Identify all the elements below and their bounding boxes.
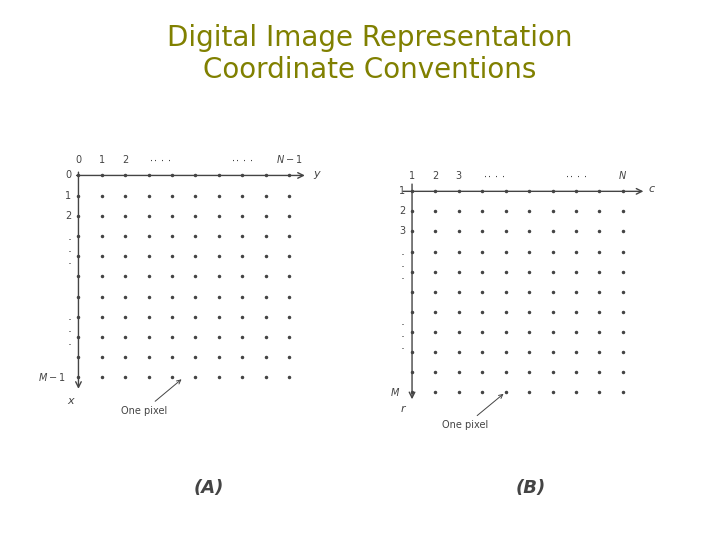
Text: .: . <box>68 310 71 323</box>
Text: 1: 1 <box>409 171 415 181</box>
Text: $\cdot\cdot\cdot\cdot$: $\cdot\cdot\cdot\cdot$ <box>149 156 171 165</box>
Text: 1: 1 <box>66 191 71 201</box>
Text: $\cdot\cdot\cdot\cdot$: $\cdot\cdot\cdot\cdot$ <box>230 156 253 165</box>
Text: 2: 2 <box>432 171 438 181</box>
Text: 2: 2 <box>66 211 71 221</box>
Text: .: . <box>401 269 405 282</box>
Text: .: . <box>68 230 71 242</box>
Text: x: x <box>67 396 73 406</box>
Text: 0: 0 <box>66 171 71 180</box>
Text: .: . <box>68 254 71 267</box>
Text: .: . <box>68 322 71 335</box>
Text: One pixel: One pixel <box>120 380 181 416</box>
Text: $N$: $N$ <box>618 170 627 181</box>
Text: $\cdot\cdot\cdot\cdot$: $\cdot\cdot\cdot\cdot$ <box>564 171 588 181</box>
Text: .: . <box>68 335 71 348</box>
Text: 1: 1 <box>99 156 105 165</box>
Text: 0: 0 <box>76 156 81 165</box>
Text: (B): (B) <box>516 478 546 497</box>
Text: $\cdot\cdot\cdot\cdot$: $\cdot\cdot\cdot\cdot$ <box>482 171 505 181</box>
Text: 2: 2 <box>122 156 128 165</box>
Text: .: . <box>401 339 405 353</box>
Text: .: . <box>401 245 405 258</box>
Text: $N-1$: $N-1$ <box>276 153 302 165</box>
Text: .: . <box>401 327 405 340</box>
Text: 3: 3 <box>456 171 462 181</box>
Text: Digital Image Representation
Coordinate Conventions: Digital Image Representation Coordinate … <box>167 24 573 84</box>
Text: 3: 3 <box>399 226 405 237</box>
Text: r: r <box>400 404 405 414</box>
Text: .: . <box>401 315 405 328</box>
Text: c: c <box>649 184 654 194</box>
Text: $M$: $M$ <box>390 386 400 398</box>
Text: .: . <box>68 242 71 255</box>
Text: y: y <box>313 169 320 179</box>
Text: .: . <box>401 257 405 270</box>
Text: One pixel: One pixel <box>443 395 503 430</box>
Text: $M-1$: $M-1$ <box>38 372 66 383</box>
Text: (A): (A) <box>194 478 225 497</box>
Text: 1: 1 <box>399 186 405 197</box>
Text: 2: 2 <box>399 206 405 217</box>
